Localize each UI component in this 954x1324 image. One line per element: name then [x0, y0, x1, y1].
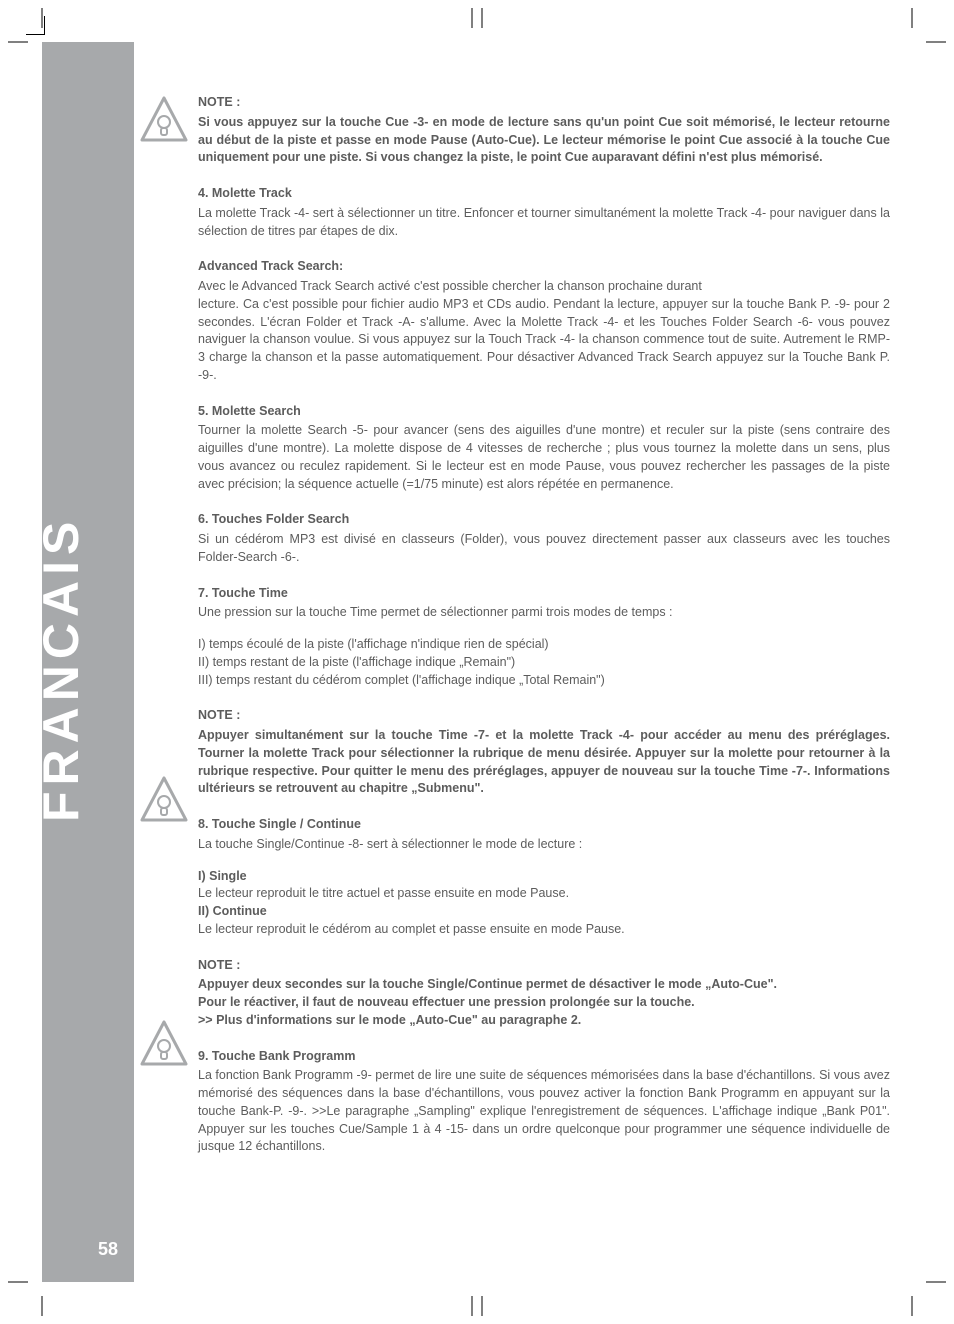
section-body: lecture. Ca c'est possible pour fichier … — [198, 296, 890, 385]
section-ats: Advanced Track Search: Avec le Advanced … — [198, 258, 890, 384]
section-9: 9. Touche Bank Programm La fonction Bank… — [198, 1048, 890, 1157]
section-heading: 6. Touches Folder Search — [198, 511, 890, 529]
page-number: 58 — [98, 1239, 118, 1260]
section-heading: Advanced Track Search: — [198, 258, 890, 276]
section-body: La touche Single/Continue -8- sert à sél… — [198, 836, 890, 854]
section-heading: 4. Molette Track — [198, 185, 890, 203]
content-column: NOTE : Si vous appuyez sur la touche Cue… — [198, 94, 890, 1174]
section-body: Une pression sur la touche Time permet d… — [198, 604, 890, 622]
note-body: Appuyer simultanément sur la touche Time… — [198, 727, 890, 798]
list-item: III) temps restant du cédérom complet (l… — [198, 672, 890, 690]
note-line: >> Plus d'informations sur le mode „Auto… — [198, 1012, 890, 1030]
list-item: II) temps restant de la piste (l'afficha… — [198, 654, 890, 672]
section-heading: 9. Touche Bank Programm — [198, 1048, 890, 1066]
section-body: La fonction Bank Programm -9- permet de … — [198, 1067, 890, 1156]
section-heading: 7. Touche Time — [198, 585, 890, 603]
section-heading: 5. Molette Search — [198, 403, 890, 421]
section-5: 5. Molette Search Tourner la molette Sea… — [198, 403, 890, 494]
crop-mark-tl — [26, 16, 45, 35]
section-body: Tourner la molette Search -5- pour avanc… — [198, 422, 890, 493]
note-icon — [140, 776, 188, 824]
note-heading: NOTE : — [198, 94, 890, 112]
section-heading: 8. Touche Single / Continue — [198, 816, 890, 834]
note-body: Si vous appuyez sur la touche Cue -3- en… — [198, 114, 890, 167]
list-item: I) temps écoulé de la piste (l'affichage… — [198, 636, 890, 654]
page: FRANCAIS 58 NOTE : Si vous appuyez sur l… — [0, 0, 954, 1324]
note-line: Pour le réactiver, il faut de nouveau ef… — [198, 994, 890, 1012]
section-7: 7. Touche Time Une pression sur la touch… — [198, 585, 890, 690]
section-6: 6. Touches Folder Search Si un cédérom M… — [198, 511, 890, 566]
language-gutter: FRANCAIS 58 — [42, 42, 134, 1282]
section-line: Avec le Advanced Track Search activé c'e… — [198, 278, 890, 296]
sub-body: Le lecteur reproduit le titre actuel et … — [198, 885, 890, 903]
section-body: La molette Track -4- sert à sélectionner… — [198, 205, 890, 241]
section-body: Si un cédérom MP3 est divisé en classeur… — [198, 531, 890, 567]
note-icon — [140, 96, 188, 144]
language-label: FRANCAIS — [32, 516, 90, 822]
sub-body: Le lecteur reproduit le cédérom au compl… — [198, 921, 890, 939]
note-line: Appuyer deux secondes sur la touche Sing… — [198, 976, 890, 994]
note-icon — [140, 1020, 188, 1068]
note-heading: NOTE : — [198, 707, 890, 725]
note-block-2: NOTE : Appuyer simultanément sur la touc… — [198, 707, 890, 798]
note-block-3: NOTE : Appuyer deux secondes sur la touc… — [198, 957, 890, 1030]
section-8: 8. Touche Single / Continue La touche Si… — [198, 816, 890, 939]
sub-heading: II) Continue — [198, 903, 890, 921]
sub-heading: I) Single — [198, 868, 890, 886]
note-block-1: NOTE : Si vous appuyez sur la touche Cue… — [198, 94, 890, 167]
section-4: 4. Molette Track La molette Track -4- se… — [198, 185, 890, 240]
note-heading: NOTE : — [198, 957, 890, 975]
